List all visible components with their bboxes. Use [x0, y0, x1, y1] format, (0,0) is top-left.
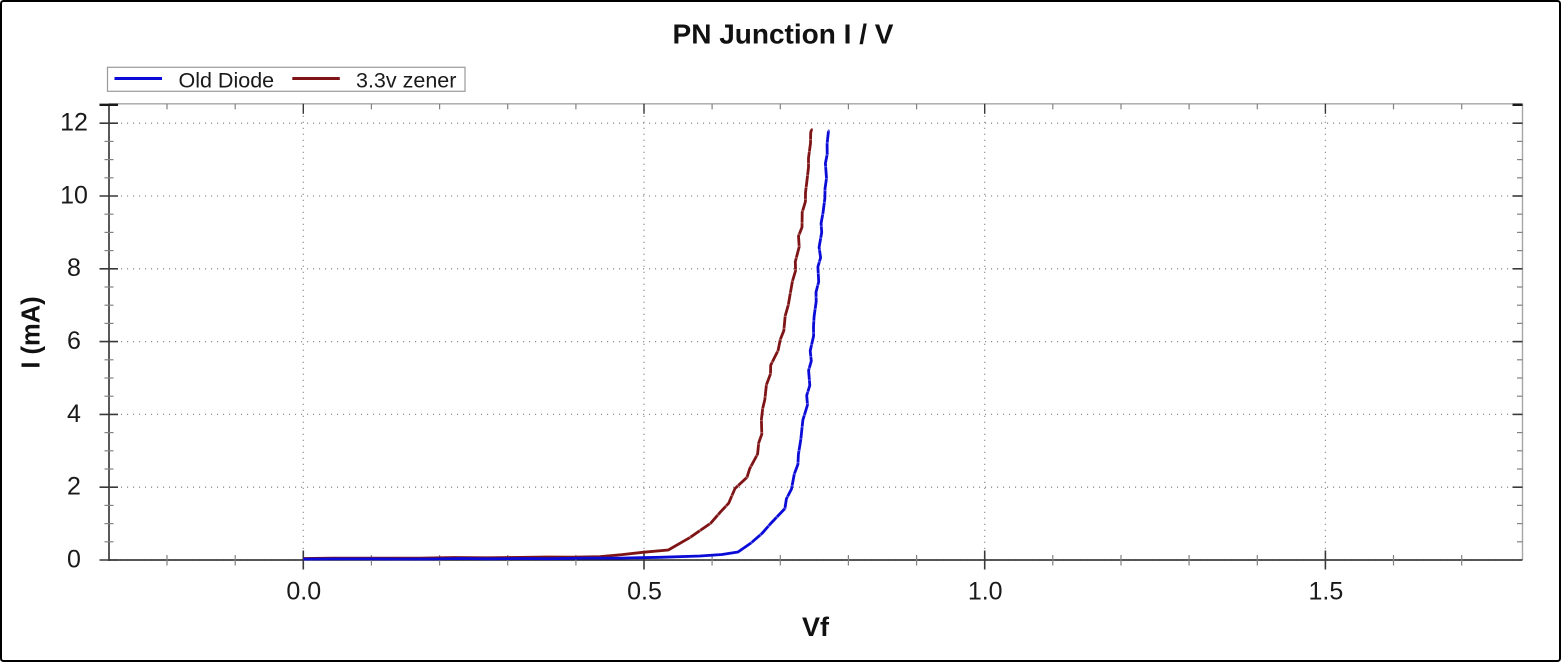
svg-text:8: 8 [67, 254, 81, 282]
svg-text:12: 12 [60, 109, 88, 137]
svg-text:0.5: 0.5 [627, 577, 662, 605]
svg-text:1.5: 1.5 [1309, 577, 1344, 605]
svg-text:1.0: 1.0 [968, 577, 1003, 605]
svg-text:Old Diode: Old Diode [179, 69, 275, 93]
svg-text:PN Junction I / V: PN Junction I / V [673, 19, 894, 50]
svg-text:10: 10 [60, 181, 88, 209]
svg-text:2: 2 [67, 473, 81, 501]
svg-text:6: 6 [67, 327, 81, 355]
svg-text:0: 0 [67, 545, 81, 573]
svg-text:Vf: Vf [802, 612, 830, 642]
svg-text:I (mA): I (mA) [18, 296, 46, 368]
svg-text:4: 4 [67, 400, 81, 428]
svg-text:3.3v zener: 3.3v zener [356, 69, 456, 93]
svg-text:0.0: 0.0 [286, 577, 321, 605]
